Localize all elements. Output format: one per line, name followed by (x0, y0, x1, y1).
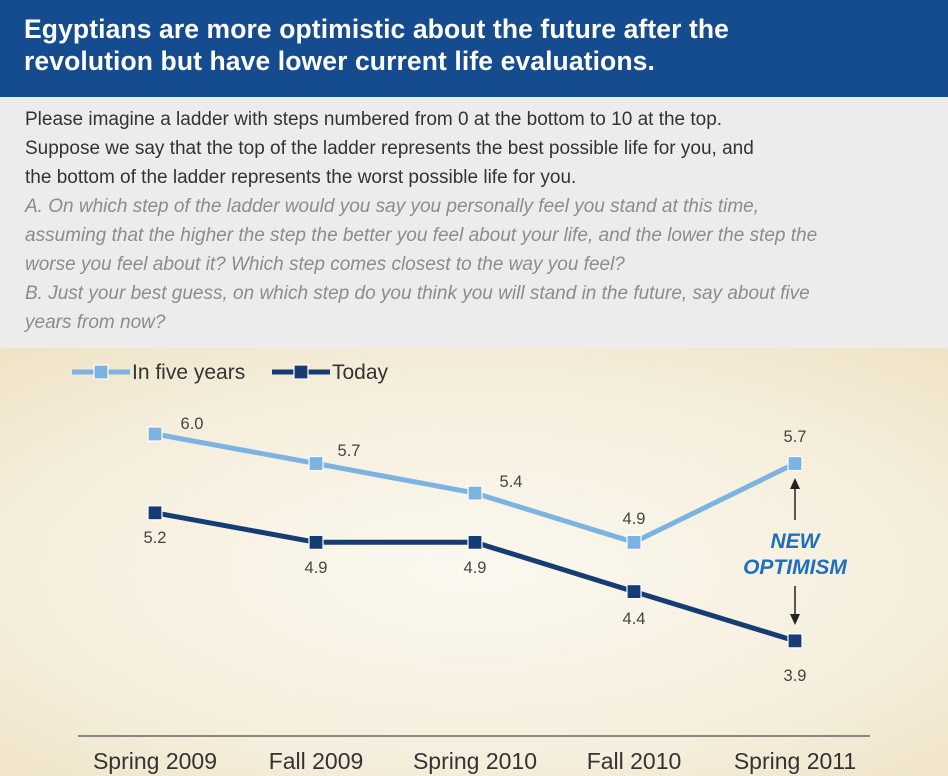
question-part-b: B. Just your best guess, on which step d… (25, 279, 928, 337)
marker-in-five-years-3 (626, 534, 642, 550)
marker-today-4 (787, 633, 803, 649)
x-tick-label-spring-2011: Spring 2011 (734, 748, 856, 774)
marker-in-five-years-1 (308, 455, 324, 472)
marker-today-0 (147, 505, 163, 521)
annotation-optimism: OPTIMISM (743, 556, 847, 579)
annotation-new: NEW (771, 530, 822, 553)
intro-line-3: the bottom of the ladder represents the … (25, 167, 577, 188)
marker-in-five-years-2 (467, 485, 483, 501)
data-label-in-five-years-3: 4.9 (623, 510, 646, 528)
data-label-in-five-years-0: 6.0 (181, 415, 204, 433)
data-label-today-0: 5.2 (144, 529, 167, 547)
legend-marker-in-five-years (93, 364, 109, 380)
data-label-today-1: 4.9 (305, 559, 328, 577)
annotation-arrow-up-head (790, 478, 800, 489)
title-line-1: Egyptians are more optimistic about the … (24, 14, 730, 44)
marker-today-2 (467, 534, 483, 550)
part-b-line-1: B. Just your best guess, on which step d… (25, 283, 810, 304)
legend-label-in-five-years: In five years (132, 361, 245, 384)
title-line-2: revolution but have lower current life e… (24, 46, 655, 76)
chart-panel: 6.0 5.7 5.4 4.9 5.7 5.2 4.9 4.9 4.4 3.9 In five ye… (0, 348, 948, 776)
x-tick-label-fall-2010: Fall 2010 (587, 748, 682, 774)
marker-today-3 (626, 584, 642, 600)
part-a-line-2: assuming that the higher the step the be… (25, 225, 818, 246)
annotation-arrow-down-head (790, 614, 800, 625)
question-part-a: A. On which step of the ladder would you… (25, 192, 928, 279)
line-chart: 6.0 5.7 5.4 4.9 5.7 5.2 4.9 4.9 4.4 3.9 In five ye… (72, 361, 870, 774)
data-label-in-five-years-4: 5.7 (784, 428, 807, 446)
data-label-in-five-years-2: 5.4 (500, 473, 523, 491)
survey-question: Please imagine a ladder with steps numbe… (0, 97, 948, 348)
data-label-today-3: 4.4 (623, 610, 646, 628)
part-a-line-1: A. On which step of the ladder would you… (25, 196, 760, 217)
data-label-today-4: 3.9 (784, 667, 807, 685)
legend-label-today: Today (332, 361, 389, 384)
legend-marker-today (293, 364, 309, 380)
marker-in-five-years-4 (787, 455, 803, 472)
chart-header: Egyptians are more optimistic about the … (0, 0, 948, 97)
marker-in-five-years-0 (147, 426, 163, 442)
intro-line-2: Suppose we say that the top of the ladde… (25, 138, 754, 159)
part-b-line-2: years from now? (25, 312, 166, 333)
data-label-today-2: 4.9 (464, 559, 487, 577)
part-a-line-3: worse you feel about it? Which step come… (25, 254, 625, 275)
chart-title: Egyptians are more optimistic about the … (24, 13, 924, 77)
x-tick-label-spring-2009: Spring 2009 (93, 748, 217, 774)
question-intro: Please imagine a ladder with steps numbe… (25, 105, 928, 192)
marker-today-1 (308, 534, 324, 550)
data-label-in-five-years-1: 5.7 (338, 442, 361, 460)
x-tick-label-fall-2009: Fall 2009 (269, 748, 364, 774)
x-tick-label-spring-2010: Spring 2010 (413, 748, 537, 774)
intro-line-1: Please imagine a ladder with steps numbe… (25, 109, 723, 130)
